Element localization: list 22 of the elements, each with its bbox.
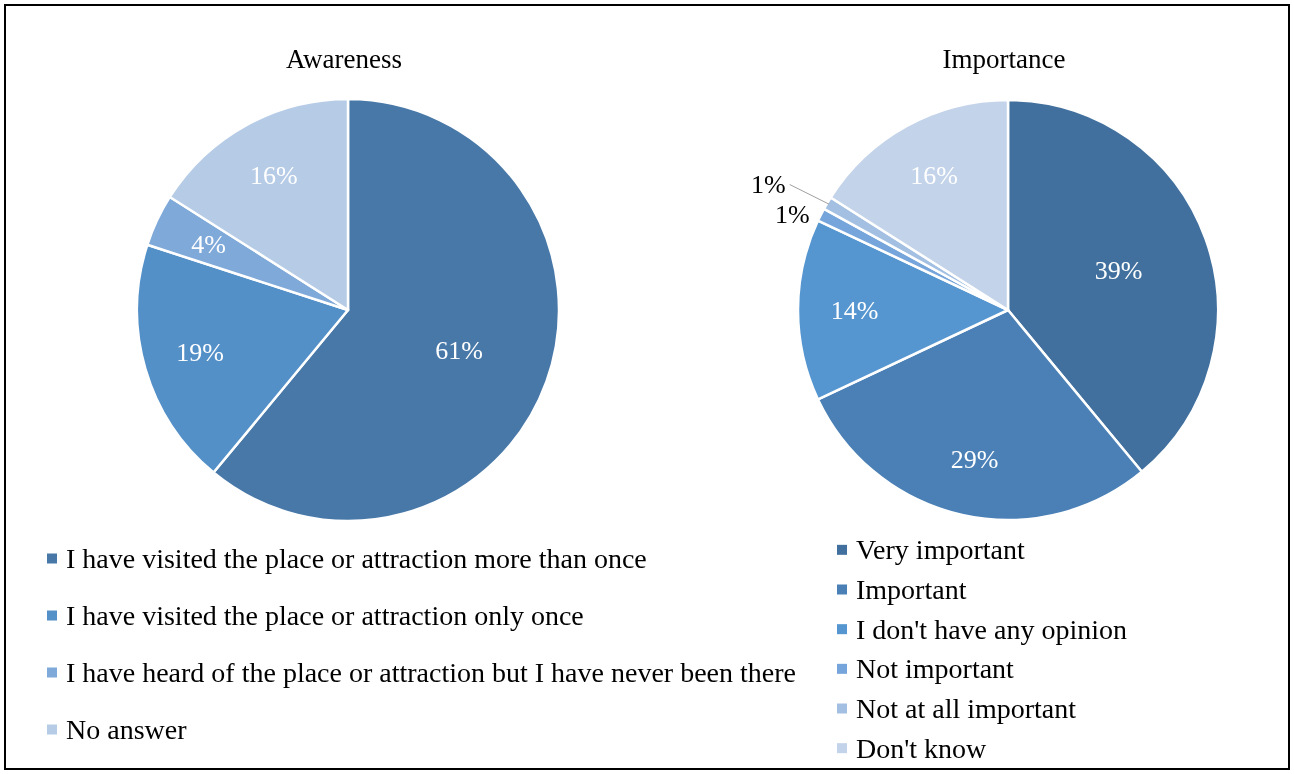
legend-label: I have heard of the place or attraction but I have never been there	[66, 657, 796, 688]
legend-label: Not at all important	[856, 693, 1077, 724]
data-label: 61%	[435, 335, 484, 365]
data-label: 39%	[1094, 255, 1143, 285]
chart-title: Awareness	[286, 44, 402, 74]
legend-label: Very important	[856, 534, 1025, 566]
data-label: 14%	[830, 295, 879, 325]
data-label: 29%	[950, 445, 999, 475]
legend-label: I have visited the place or attraction more than once	[66, 543, 647, 574]
data-label: 16%	[249, 160, 298, 190]
data-label: 1%	[751, 170, 786, 200]
legend-label: Don't know	[856, 732, 988, 764]
legend-label: Important	[856, 574, 967, 605]
data-label: 16%	[910, 161, 958, 191]
legend-label: Not important	[856, 653, 1015, 685]
data-label: 19%	[176, 338, 224, 368]
chart-title: Importance	[942, 44, 1066, 74]
legend-label: I don't have any opinion	[856, 613, 1127, 645]
data-label: 1%	[774, 200, 810, 230]
legend-label: I have visited the place or attraction only once	[66, 600, 584, 631]
legend-label: No answer	[66, 714, 188, 745]
data-label: 4%	[191, 229, 226, 259]
